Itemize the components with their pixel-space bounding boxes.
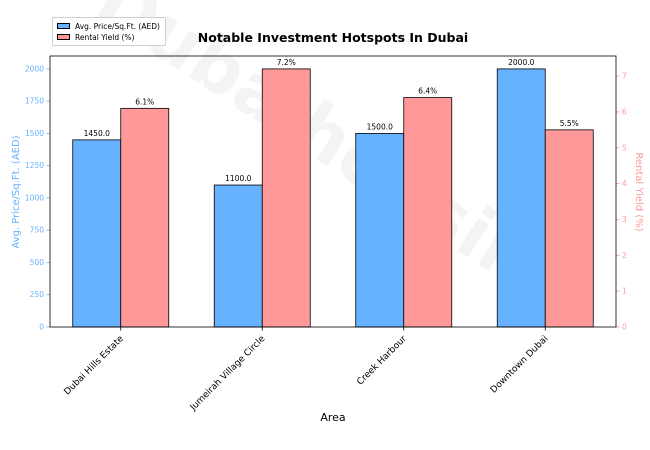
x-tick-label: Jumeirah Village Circle <box>188 334 268 414</box>
data-label-price: 1450.0 <box>84 129 110 138</box>
bar-price <box>213 184 263 328</box>
x-tick-label: Dubai Hills Estate <box>63 334 127 398</box>
y-right-tick-label: 6 <box>622 107 627 116</box>
bar-price <box>355 133 405 328</box>
bar-yield <box>261 68 311 328</box>
data-label-price: 1100.0 <box>225 174 251 183</box>
y-left-tick-label: 1500 <box>25 129 44 138</box>
y-left-tick-label: 750 <box>30 226 45 235</box>
y-axis-left-label: Avg. Price/Sq.Ft. (AED) <box>11 135 22 248</box>
legend-item-price: Avg. Price/Sq.Ft. (AED) <box>57 21 160 31</box>
legend-swatch-price <box>57 23 70 29</box>
x-axis-label: Area <box>320 411 345 424</box>
legend: Avg. Price/Sq.Ft. (AED) Rental Yield (%) <box>52 17 166 46</box>
y-right-tick-label: 1 <box>622 287 627 296</box>
y-right-tick-label: 3 <box>622 215 627 224</box>
bar-yield <box>544 129 594 328</box>
data-label-yield: 7.2% <box>277 58 296 67</box>
data-label-yield: 5.5% <box>560 119 579 128</box>
data-label-yield: 6.4% <box>418 87 437 96</box>
y-left-tick-label: 500 <box>30 258 45 267</box>
x-tick-label: Creek Harbour <box>355 334 409 388</box>
data-label-price: 2000.0 <box>508 58 534 67</box>
y-right-tick-label: 0 <box>622 323 627 332</box>
legend-label-price: Avg. Price/Sq.Ft. (AED) <box>75 21 160 31</box>
legend-swatch-yield <box>57 34 70 40</box>
data-label-price: 1500.0 <box>367 122 393 131</box>
bar-yield <box>120 107 170 328</box>
y-left-tick-label: 1250 <box>25 161 44 170</box>
legend-label-yield: Rental Yield (%) <box>75 32 135 42</box>
chart-title: Notable Investment Hotspots In Dubai <box>198 30 468 45</box>
y-left-tick-label: 1000 <box>25 193 44 202</box>
y-right-tick-label: 2 <box>622 251 627 260</box>
y-right-tick-label: 5 <box>622 143 627 152</box>
y-right-tick-label: 4 <box>622 179 627 188</box>
bar-price <box>496 68 546 328</box>
data-label-yield: 6.1% <box>135 97 154 106</box>
y-right-tick-label: 7 <box>622 72 627 81</box>
y-left-tick-label: 250 <box>30 290 45 299</box>
plot-frame <box>49 55 617 328</box>
y-left-tick-label: 0 <box>39 323 44 332</box>
x-tick-label: Downtown Dubai <box>489 334 550 395</box>
bar-price <box>72 139 122 328</box>
bar-yield <box>403 97 453 328</box>
legend-item-yield: Rental Yield (%) <box>57 32 134 42</box>
y-axis-right-label: Rental Yield (%) <box>633 152 644 231</box>
y-left-tick-label: 2000 <box>25 64 44 73</box>
y-left-tick-label: 1750 <box>25 97 44 106</box>
